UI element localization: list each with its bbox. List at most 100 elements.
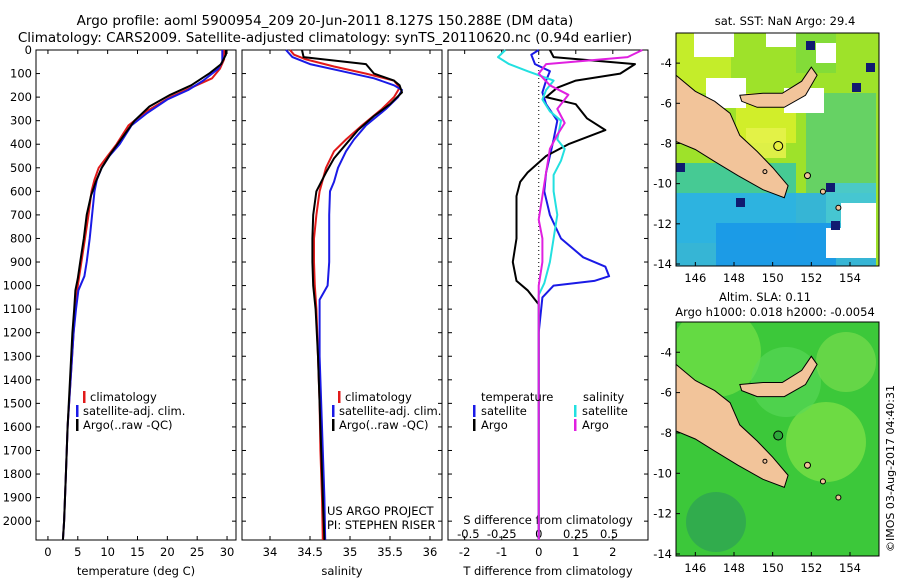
sst-no-data <box>766 33 796 47</box>
y-tick-label: 200 <box>10 90 32 104</box>
legend-title-temperature: temperature <box>481 390 553 404</box>
y-tick-label: 100 <box>10 67 32 81</box>
land-new-britain <box>739 355 818 398</box>
x-tick-label: 1 <box>572 545 579 559</box>
map-lon-label: 148 <box>723 561 745 575</box>
island <box>819 188 826 195</box>
project-line1: US ARGO PROJECT <box>327 504 435 518</box>
map-lat-label: -14 <box>653 257 672 271</box>
y-tick-label: 1400 <box>3 373 32 387</box>
x2-tick-label: -0.5 <box>457 527 479 541</box>
map-content <box>676 322 879 556</box>
y-tick-label: 900 <box>10 255 32 269</box>
map-lat-label: -4 <box>661 345 672 359</box>
salinity-legend: climatology satellite-adj. clim. Argo(..… <box>332 390 441 432</box>
map-lat-label: -12 <box>653 217 672 231</box>
x-tick-label: 25 <box>190 545 205 559</box>
legend-swatch-climatology <box>338 391 341 403</box>
x2-tick-label: -0.25 <box>487 527 517 541</box>
legend-swatch-satellite <box>332 405 335 417</box>
island <box>835 204 842 211</box>
legend-label: Argo(..raw -QC) <box>339 418 429 432</box>
island <box>819 478 826 485</box>
sst-map: -4 -6 -8 -10 -12 -14 146 148 150 152 154 <box>653 32 880 285</box>
legend-label: satellite-adj. clim. <box>339 404 441 418</box>
y-tick-label: 700 <box>10 208 32 222</box>
series-line-t-argo <box>511 49 636 540</box>
map-lat-label: -10 <box>653 466 672 480</box>
sla-map-title1: Altim. SLA: 0.11 <box>719 290 811 304</box>
legend-label: Argo(..raw -QC) <box>83 418 173 432</box>
island <box>803 461 811 469</box>
header-line1: Argo profile: aoml 5900954_209 20-Jun-20… <box>77 13 574 29</box>
series-line-satellite-adj-clim- <box>285 49 403 541</box>
sst-no-data <box>816 43 836 63</box>
map-lat-label: -8 <box>661 426 672 440</box>
island <box>762 458 768 464</box>
y-tick-label: 1700 <box>3 443 32 457</box>
x-tick-label: 5 <box>74 545 81 559</box>
map-lat-label: -4 <box>661 56 672 70</box>
sla-map-title2: Argo h1000: 0.018 h2000: -0.0054 <box>675 305 875 319</box>
island <box>803 172 811 180</box>
legend-swatch-satellite <box>76 405 79 417</box>
land-new-guinea <box>676 363 789 489</box>
x-tick-label: 34 <box>263 545 278 559</box>
sst-pixel <box>831 221 840 230</box>
x-axis-label: salinity <box>321 564 362 578</box>
sla-blob <box>816 332 876 392</box>
map-lon-label: 154 <box>839 561 861 575</box>
map-lon-label: 152 <box>800 561 822 575</box>
y-tick-label: 600 <box>10 184 32 198</box>
sst-pixel <box>806 41 815 50</box>
x-tick-label: -1 <box>496 545 507 559</box>
sst-no-data <box>694 33 734 57</box>
map-lon-label: 154 <box>839 271 861 285</box>
sst-no-data <box>841 203 876 228</box>
plot-frame <box>447 49 649 541</box>
x-tick-label: 36 <box>423 545 438 559</box>
y-tick-label: 1900 <box>3 491 32 505</box>
x-tick-label: -2 <box>459 545 470 559</box>
project-credit: US ARGO PROJECT PI: STEPHEN RISER <box>327 504 436 532</box>
legend-title-salinity: salinity <box>583 390 624 404</box>
map-lat-label: -12 <box>653 507 672 521</box>
map-frame <box>675 321 880 557</box>
sla-blob <box>676 322 761 397</box>
y-tick-label: 1100 <box>3 302 32 316</box>
x2-axis-label: S difference from climatology <box>463 513 633 527</box>
y-tick-label: 800 <box>10 231 32 245</box>
salinity-panel: 34 34.5 35 35.5 36 salinity <box>241 49 443 578</box>
sst-cell <box>716 223 836 266</box>
map-lon-label: 146 <box>684 271 706 285</box>
map-lon-label: 148 <box>723 271 745 285</box>
sst-pixel <box>736 198 745 207</box>
map-lon-label: 150 <box>762 271 784 285</box>
legend-label: climatology <box>345 390 412 404</box>
map-lat-label: -14 <box>653 547 672 561</box>
x-tick-label: 35 <box>343 545 358 559</box>
x-tick-label: 10 <box>100 545 115 559</box>
sla-blob <box>786 402 866 482</box>
y-tick-label: 1300 <box>3 349 32 363</box>
series-line-argo-raw-qc- <box>301 49 403 541</box>
series-line-s-argo <box>537 49 643 540</box>
x-axis-label: temperature (deg C) <box>77 564 195 578</box>
x-tick-label: 15 <box>130 545 145 559</box>
x-tick-label: 2 <box>609 545 616 559</box>
land-new-guinea <box>676 74 789 199</box>
map-lat-label: -6 <box>661 386 672 400</box>
map-lon-label: 146 <box>684 561 706 575</box>
legend-swatch-s-argo <box>574 419 577 431</box>
argo-location-marker <box>773 430 784 441</box>
x-tick-label: 34.5 <box>297 545 323 559</box>
legend-label: Argo <box>582 418 609 432</box>
x-tick-label: 20 <box>160 545 175 559</box>
x2-tick-label: 0.25 <box>563 527 589 541</box>
legend-swatch-argo <box>76 419 79 431</box>
y-tick-label: 0 <box>25 43 32 57</box>
y-tick-label: 1000 <box>3 279 32 293</box>
legend-label: satellite <box>582 404 628 418</box>
legend-label: satellite <box>481 404 527 418</box>
series-line-s-satellite <box>497 49 566 540</box>
